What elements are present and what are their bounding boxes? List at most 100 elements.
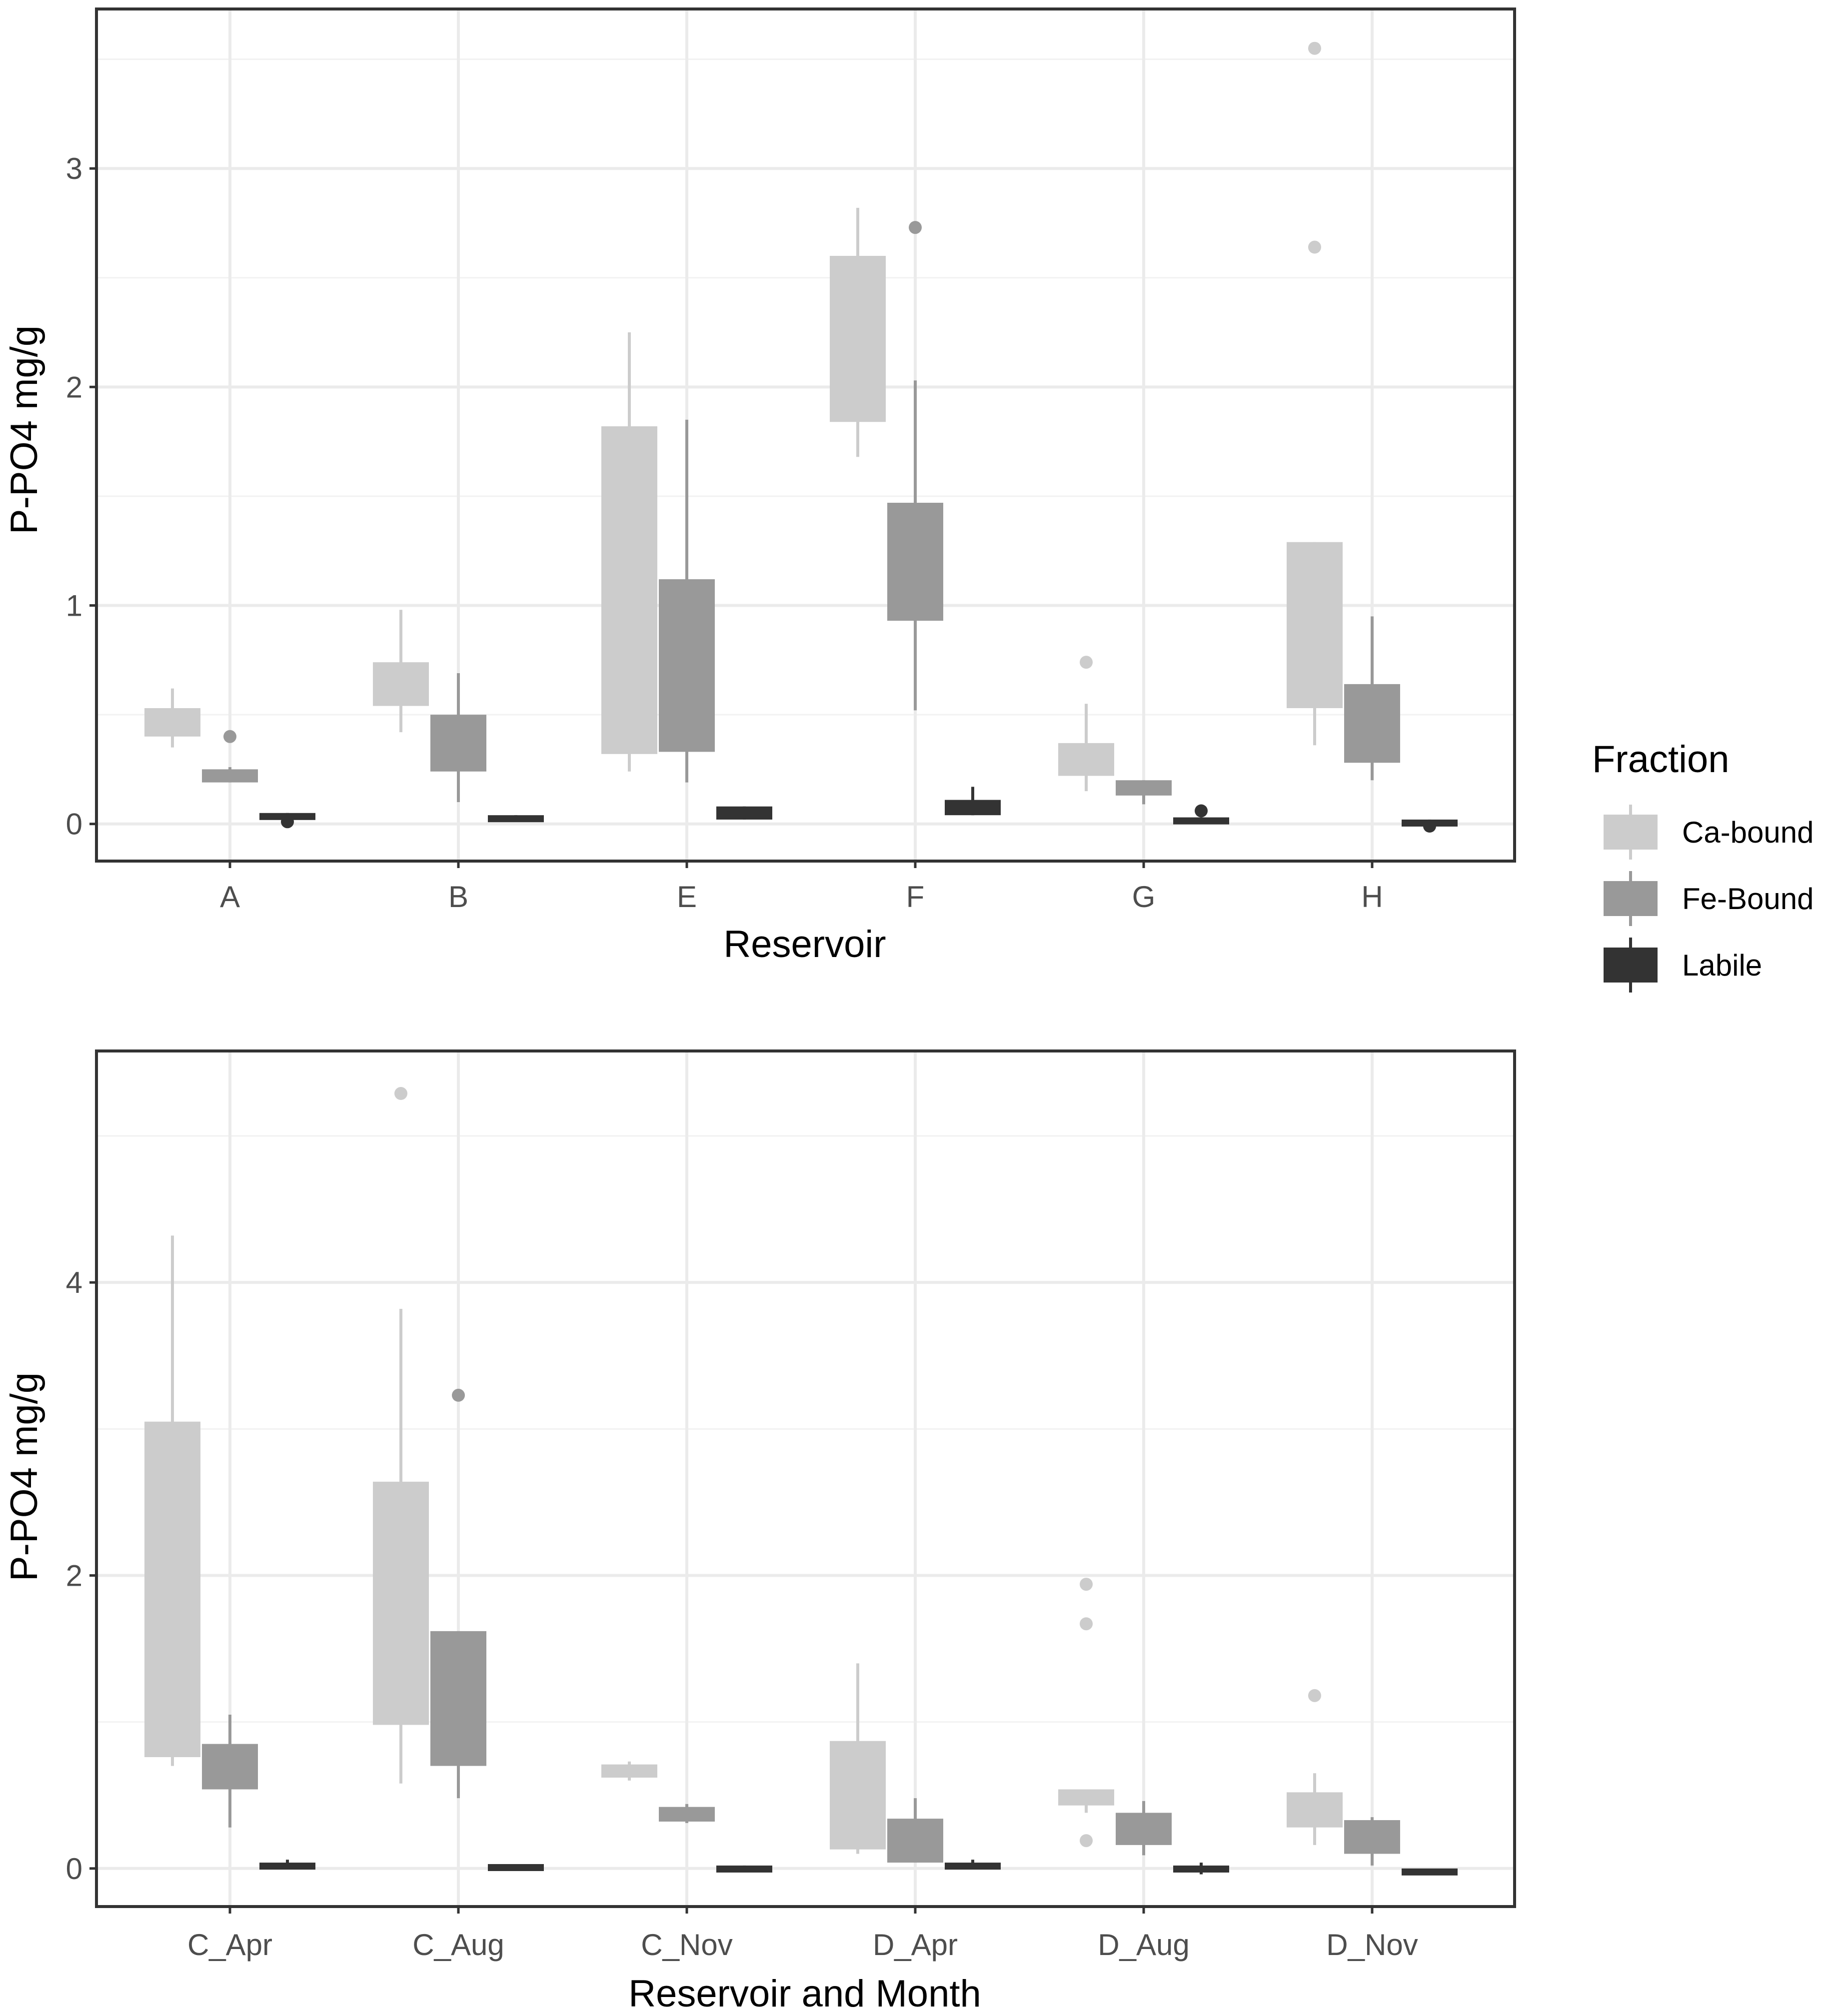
outlier-point (281, 815, 294, 829)
box-labile-D_Apr (945, 1860, 1001, 1870)
outlier-point (452, 1388, 465, 1402)
box-fe-D_Apr (887, 1798, 943, 1863)
box-ca-D_Nov (1287, 1689, 1343, 1845)
box-ca-H (1287, 41, 1343, 746)
legend-title: Fraction (1592, 738, 1730, 781)
box-body (945, 800, 1001, 816)
box-fe-F (887, 221, 943, 711)
y-tick-label: 1 (66, 589, 82, 623)
box-fe-G (1116, 780, 1172, 805)
panel-border (95, 1049, 1516, 1908)
outlier-point (394, 1087, 407, 1100)
plot-background (96, 9, 1515, 861)
box-labile-A (259, 813, 315, 829)
box-fe-A (202, 730, 258, 783)
x-tick-label: D_Apr (873, 1928, 958, 1962)
box-ca-C_Aug (373, 1087, 429, 1784)
box-fe-E (659, 419, 715, 783)
box-body (144, 708, 200, 737)
y-tick-label: 2 (66, 370, 82, 404)
x-tick-label: D_Nov (1326, 1928, 1418, 1962)
box-fe-B (430, 673, 486, 802)
box-fe-C_Aug (430, 1388, 486, 1799)
y-tick-label: 0 (66, 1852, 82, 1886)
x-tick-label: C_Apr (187, 1928, 272, 1962)
box-ca-C_Apr (144, 1235, 200, 1766)
box-fe-C_Nov (659, 1804, 715, 1823)
box-labile-C_Nov (716, 1865, 772, 1873)
box-body (1058, 743, 1114, 776)
bottom-x-axis-title: Reservoir and Month (628, 1973, 981, 2015)
legend-key-ca-bound (1604, 815, 1658, 850)
box-labile-E (716, 806, 772, 820)
outlier-point (1195, 804, 1208, 818)
box-ca-D_Aug (1058, 1578, 1114, 1848)
box-fe-C_Apr (202, 1714, 258, 1828)
outlier-point (223, 730, 236, 743)
legend: Fraction Ca-bound Fe-Bound Labile (1592, 738, 1814, 993)
box-ca-B (373, 610, 429, 733)
legend-label-fe-bound: Fe-Bound (1682, 882, 1814, 916)
box-ca-D_Apr (830, 1663, 886, 1854)
box-body (1173, 817, 1229, 825)
box-ca-C_Nov (601, 1761, 657, 1781)
box-body (601, 426, 657, 754)
box-body (887, 1819, 943, 1863)
x-tick-label: E (677, 880, 697, 914)
x-tick-label: F (906, 880, 925, 914)
outlier-point (909, 221, 922, 234)
box-ca-F (830, 207, 886, 457)
plot-area: 0 1 2 3 A B E F G H (66, 7, 1516, 914)
box-body (1344, 684, 1400, 763)
outlier-point (1080, 1617, 1093, 1631)
top-panel: 0 1 2 3 A B E F G H Reservoir P-PO4 mg/g (3, 7, 1516, 966)
box-labile-B (488, 815, 544, 823)
panel-border (95, 7, 1516, 863)
box-ca-A (144, 688, 200, 748)
x-tick-label: C_Nov (641, 1928, 732, 1962)
outlier-point (1308, 41, 1321, 55)
box-labile-G (1173, 804, 1229, 825)
outlier-point (1308, 240, 1321, 254)
x-tick-label: D_Aug (1098, 1928, 1189, 1962)
legend-label-labile: Labile (1682, 949, 1762, 982)
legend-entry-fe-bound: Fe-Bound (1604, 871, 1814, 926)
x-tick-label: G (1132, 880, 1156, 914)
outlier-point (1308, 1689, 1321, 1702)
bottom-panel: 0 2 4 C_Apr C_Aug C_Nov D_Apr D_Aug D_Nov Reserv… (3, 1049, 1516, 2015)
box-body (430, 1631, 486, 1766)
x-tick-label: C_Aug (412, 1928, 504, 1962)
box-body (1116, 780, 1172, 796)
box-fe-H (1344, 616, 1400, 781)
top-y-axis-title: P-PO4 mg/g (3, 325, 45, 534)
box-fe-D_Aug (1116, 1801, 1172, 1856)
box-labile-F (945, 787, 1001, 816)
outlier-point (1080, 656, 1093, 669)
box-body (373, 1481, 429, 1725)
y-tick-label: 0 (66, 808, 82, 841)
box-body (659, 579, 715, 752)
box-body (1287, 542, 1343, 708)
outlier-point (1080, 1834, 1093, 1848)
x-tick-label: A (220, 880, 240, 914)
legend-entry-ca-bound: Ca-bound (1604, 805, 1814, 860)
legend-entry-labile: Labile (1604, 938, 1762, 993)
legend-key-fe-bound (1604, 881, 1658, 916)
outlier-point (1423, 820, 1436, 833)
box-labile-D_Aug (1173, 1863, 1229, 1875)
x-tick-label: H (1361, 880, 1383, 914)
box-fe-D_Nov (1344, 1817, 1400, 1866)
y-tick-label: 3 (66, 152, 82, 185)
plot-area: 0 2 4 C_Apr C_Aug C_Nov D_Apr D_Aug D_Nov (66, 1049, 1516, 1962)
bottom-y-axis-title: P-PO4 mg/g (3, 1372, 45, 1581)
outlier-point (1080, 1578, 1093, 1591)
x-tick-label: B (448, 880, 468, 914)
legend-key-labile (1604, 948, 1658, 983)
box-labile-H (1402, 819, 1458, 833)
box-body (830, 256, 886, 422)
box-labile-D_Nov (1402, 1868, 1458, 1876)
y-tick-label: 4 (66, 1266, 82, 1299)
box-labile-C_Apr (259, 1860, 315, 1870)
legend-label-ca-bound: Ca-bound (1682, 816, 1814, 849)
